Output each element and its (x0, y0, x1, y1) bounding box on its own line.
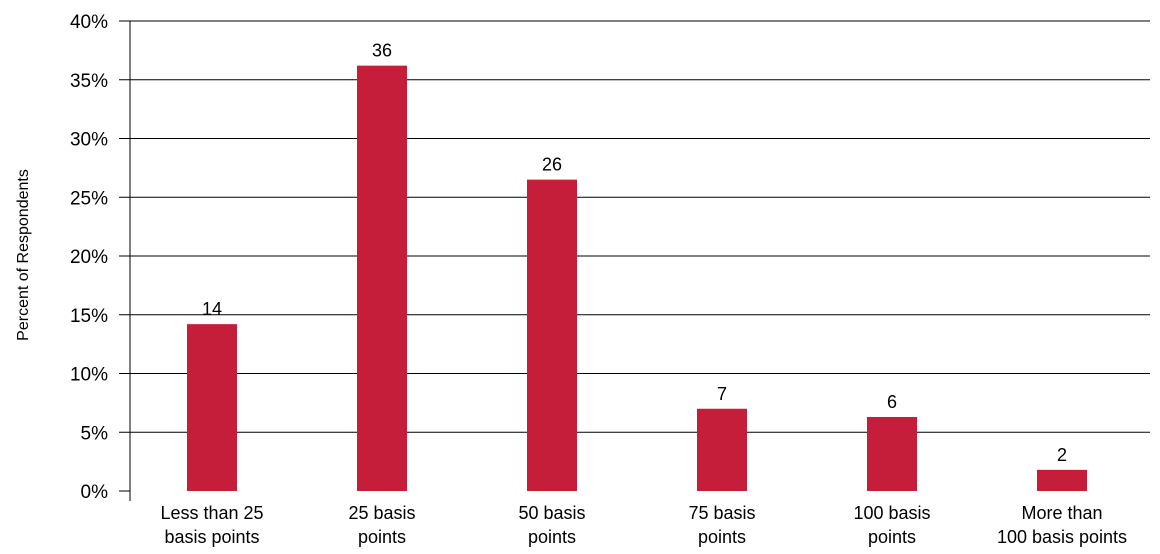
y-tick-label: 20% (70, 247, 108, 268)
axes (119, 20, 131, 501)
bars (187, 65, 1087, 492)
y-tick-label: 5% (81, 423, 109, 444)
y-tick-label: 30% (70, 130, 108, 151)
y-tick-label: 35% (70, 71, 108, 92)
x-category-label: 100 basis points (853, 503, 930, 547)
y-tick-label: 40% (70, 12, 108, 33)
x-category-label: 75 basis points (688, 503, 755, 547)
data-label: 7 (717, 384, 727, 404)
data-label: 2 (1057, 445, 1067, 465)
bar (1037, 469, 1087, 491)
bar (357, 65, 407, 492)
x-category-label: Less than 25 basis points (160, 503, 263, 547)
y-axis-title: Percent of Respondents (15, 169, 32, 341)
x-category-label: More than 100 basis points (997, 503, 1127, 547)
x-category-label: 25 basis points (348, 503, 415, 547)
y-tick-label: 0% (81, 482, 109, 503)
bar (527, 179, 577, 491)
y-tick-label: 15% (70, 306, 108, 327)
data-label: 26 (542, 155, 562, 175)
x-category-label: 50 basis points (518, 503, 585, 547)
data-label: 6 (887, 392, 897, 412)
y-tick-label: 25% (70, 188, 108, 209)
bar (697, 408, 747, 491)
y-tick-label: 10% (70, 365, 108, 386)
gridlines (130, 20, 1150, 433)
labels: 0% 5% 10% 15% 20% 25% 30% 35% 40% 14 Less than 25 b… (70, 12, 1127, 547)
bar (187, 324, 237, 491)
data-label: 36 (372, 41, 392, 61)
data-label: 14 (202, 299, 222, 319)
bar (867, 416, 917, 491)
